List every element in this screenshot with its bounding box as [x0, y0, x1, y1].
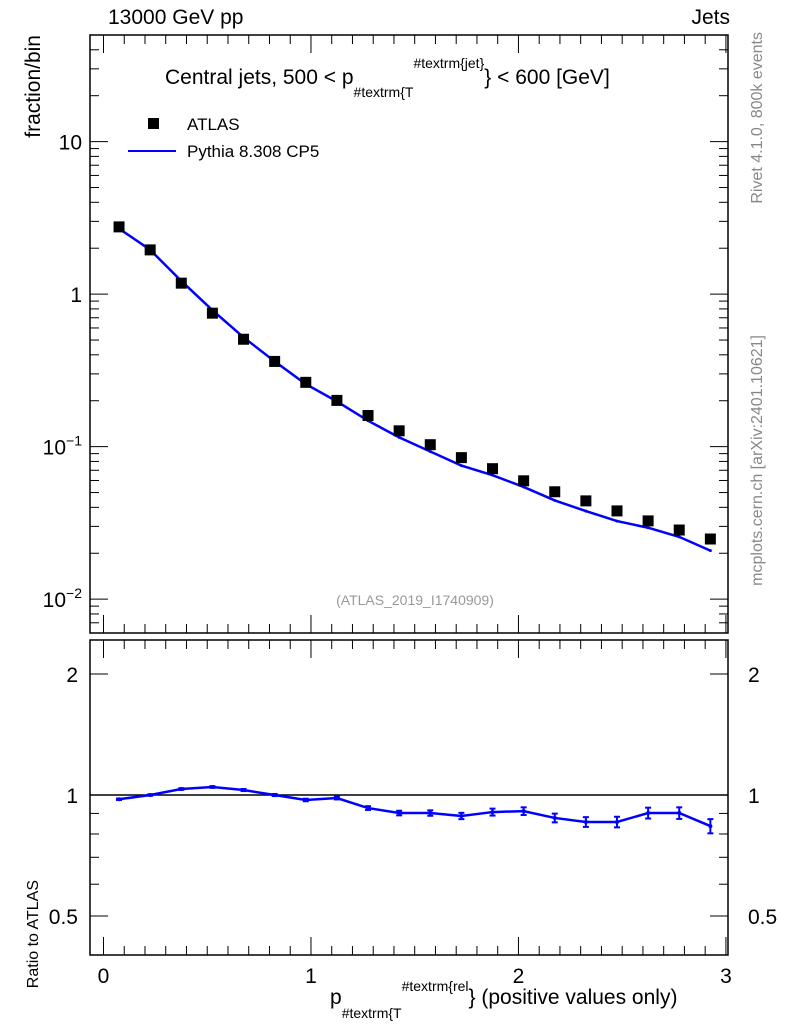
atlas-point: [269, 355, 281, 367]
pythia-point: [553, 498, 557, 502]
pythia-point: [397, 435, 401, 439]
pythia-point: [459, 464, 463, 468]
x-axis-label: p#textrm{T#textrm{rel} (positive values …: [330, 978, 677, 1021]
x-tick-label: 3: [720, 965, 732, 988]
chart-title: Central jets, 500 < p#textrm{T#textrm{je…: [165, 55, 610, 100]
atlas-point: [238, 333, 250, 345]
x-tick-label: 1: [305, 965, 317, 988]
atlas-point: [518, 475, 530, 487]
legend-atlas-label: ATLAS: [187, 115, 240, 134]
main-frame: [89, 34, 729, 634]
ratio-y-tick-label-right: 2: [748, 664, 760, 687]
ratio-point: [677, 811, 682, 816]
legend-pythia-label: Pythia 8.308 CP5: [187, 142, 319, 161]
pythia-point: [491, 473, 495, 477]
analysis-watermark: (ATLAS_2019_I1740909): [336, 592, 494, 608]
ratio-y-tick-label-right: 0.5: [748, 906, 777, 929]
atlas-point: [206, 307, 218, 319]
atlas-point: [113, 221, 125, 233]
ratio-point: [490, 810, 495, 815]
ratio-point: [428, 811, 433, 816]
atlas-point: [144, 244, 156, 256]
x-tick-label: 2: [513, 965, 525, 988]
ratio-point: [459, 813, 464, 818]
atlas-point: [300, 376, 312, 388]
atlas-point: [455, 452, 467, 464]
atlas-point: [673, 524, 685, 536]
ratio-y-tick-label: 0.5: [49, 906, 78, 929]
ratio-point: [552, 815, 557, 820]
header-left: 13000 GeV pp: [108, 6, 244, 29]
side-label-top: Rivet 4.1.0, 800k events: [749, 32, 766, 204]
ratio-point: [241, 788, 246, 793]
pythia-line: [118, 227, 711, 552]
ratio-y-tick-label-right: 1: [748, 785, 760, 808]
pythia-point: [677, 535, 681, 539]
y-axis-label: fraction/bin: [22, 35, 45, 138]
ratio-point: [179, 787, 184, 792]
ratio-point: [210, 785, 215, 790]
ratio-point: [397, 811, 402, 816]
pythia-point: [646, 526, 650, 530]
atlas-point: [175, 277, 187, 289]
ratio-y-axis-label: Ratio to ATLAS: [25, 880, 42, 988]
atlas-point: [331, 394, 343, 406]
ratio-point: [646, 811, 651, 816]
ratio-point: [614, 819, 619, 824]
atlas-point: [393, 425, 405, 437]
atlas-point: [642, 515, 654, 527]
ratio-y-tick-label: 2: [66, 664, 78, 687]
x-tick-label: 0: [98, 965, 110, 988]
pythia-point: [584, 509, 588, 513]
ratio-point: [303, 797, 308, 802]
atlas-point: [424, 439, 436, 451]
atlas-point: [580, 495, 592, 507]
pythia-point: [708, 549, 712, 553]
legend-atlas-marker: [148, 118, 159, 129]
ratio-line: [118, 785, 711, 828]
ratio-point: [583, 819, 588, 824]
pythia-point: [615, 519, 619, 523]
atlas-point: [611, 505, 623, 517]
ratio-point: [117, 797, 122, 802]
y-tick-label: 10: [59, 132, 82, 155]
ratio-frame: [89, 639, 729, 956]
ratio-y-tick-label: 1: [66, 785, 78, 808]
atlas-point: [487, 463, 499, 475]
atlas-point: [362, 410, 374, 422]
y-tick-label: 10−2: [43, 585, 83, 612]
ratio-point: [366, 806, 371, 811]
atlas-point: [704, 533, 716, 545]
ratio-point: [708, 824, 713, 829]
side-label-bottom: mcplots.cern.ch [arXiv:2401.10621]: [749, 335, 766, 586]
ratio-point: [272, 793, 277, 798]
ratio-point: [148, 793, 153, 798]
y-tick-label: 10−1: [43, 433, 83, 460]
atlas-point: [549, 486, 561, 498]
ratio-point: [521, 809, 526, 814]
y-tick-label: 1: [70, 284, 82, 307]
header-right: Jets: [691, 6, 730, 29]
pythia-point: [428, 449, 432, 453]
ratio-point: [334, 796, 339, 801]
